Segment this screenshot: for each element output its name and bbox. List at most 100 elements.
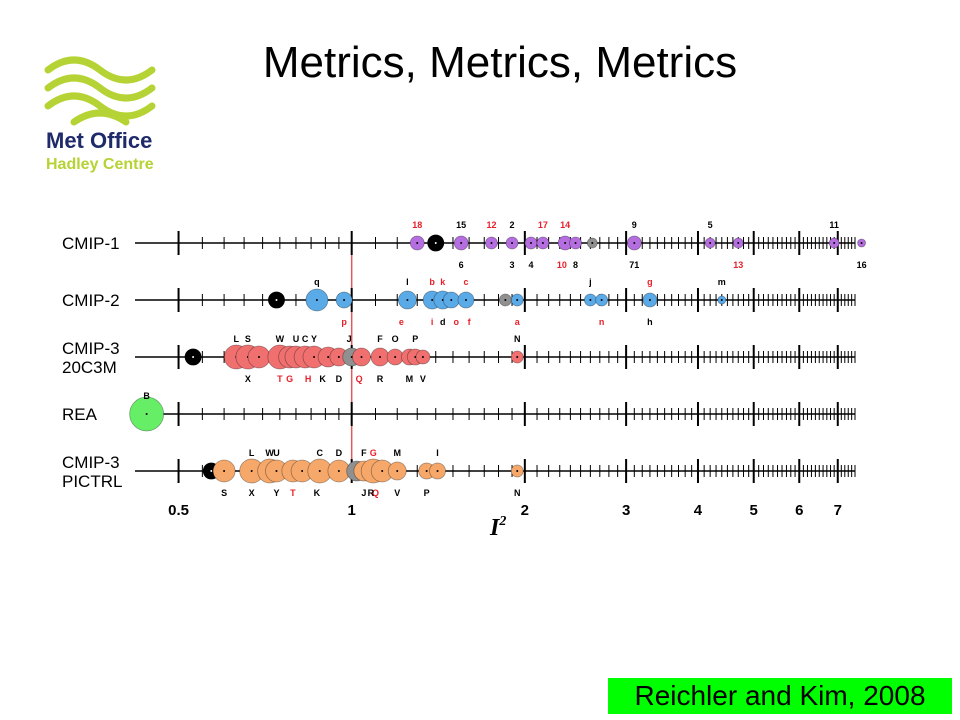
model-label: M xyxy=(406,374,414,384)
point-center xyxy=(516,356,519,358)
model-label: 13 xyxy=(733,260,743,270)
point-center xyxy=(315,299,318,301)
model-label: F xyxy=(361,448,367,458)
point-center xyxy=(434,242,437,244)
model-label: T xyxy=(290,488,296,498)
model-label: R xyxy=(368,488,375,498)
point-center xyxy=(327,356,330,358)
point-center xyxy=(589,299,592,301)
point-center xyxy=(860,242,863,244)
point-center xyxy=(720,299,723,301)
model-label: Q xyxy=(356,374,363,384)
row-label-line: CMIP-2 xyxy=(62,291,120,310)
row-label: CMIP-1 xyxy=(62,234,120,253)
model-label: L xyxy=(249,448,255,458)
row-label-line: REA xyxy=(62,405,98,424)
x-tick-label: 2 xyxy=(521,502,529,519)
model-label: b xyxy=(429,277,435,287)
model-label: q xyxy=(314,277,320,287)
point-center xyxy=(360,356,363,358)
point-center xyxy=(600,299,603,301)
model-label: 4 xyxy=(528,260,533,270)
model-label: j xyxy=(588,277,592,287)
model-label: J xyxy=(361,488,366,498)
model-label: l xyxy=(406,277,409,287)
point-center xyxy=(431,299,434,301)
x-tick-label: 5 xyxy=(750,502,758,519)
model-label: 9 xyxy=(632,220,637,230)
logo-line2: Hadley Centre xyxy=(46,156,154,173)
point-center xyxy=(541,242,544,244)
model-label: 71 xyxy=(629,260,639,270)
citation-box: Reichler and Kim, 2008 xyxy=(608,678,952,714)
point-center xyxy=(633,242,636,244)
model-label: 2 xyxy=(510,220,515,230)
model-label: 5 xyxy=(708,220,713,230)
point-center xyxy=(258,356,261,358)
model-label: h xyxy=(647,317,653,327)
model-label: U xyxy=(273,448,280,458)
model-label: m xyxy=(718,277,726,287)
model-label: p xyxy=(341,317,347,327)
row-label-line: PICTRL xyxy=(62,472,122,491)
point-center xyxy=(460,242,463,244)
model-label: g xyxy=(647,277,653,287)
point-center xyxy=(275,470,278,472)
point-center xyxy=(425,470,428,472)
point-center xyxy=(313,356,316,358)
model-label: M xyxy=(393,448,401,458)
point-center xyxy=(394,356,397,358)
point-center xyxy=(516,299,519,301)
logo-wave-stroke xyxy=(44,74,156,102)
row-label-line: CMIP-3 xyxy=(62,339,120,358)
point-center xyxy=(275,299,278,301)
model-label: D xyxy=(336,374,343,384)
model-label: H xyxy=(305,374,312,384)
point-center xyxy=(436,470,439,472)
model-label: L xyxy=(234,334,240,344)
model-label: D xyxy=(336,448,343,458)
page-title: Metrics, Metrics, Metrics xyxy=(262,38,738,87)
model-label: a xyxy=(515,317,521,327)
point-center xyxy=(406,299,409,301)
model-label: O xyxy=(392,334,399,344)
model-label: I xyxy=(436,448,439,458)
point-center xyxy=(379,356,382,358)
x-tick-label: 6 xyxy=(795,502,803,519)
point-center xyxy=(511,242,514,244)
x-axis-label-base: I xyxy=(489,515,501,541)
model-label: P xyxy=(412,334,418,344)
point-center xyxy=(833,242,836,244)
logo-wave-stroke xyxy=(44,56,156,84)
model-label: k xyxy=(440,277,446,287)
row-label: CMIP-3 PICTRL xyxy=(62,453,122,491)
model-label: K xyxy=(314,488,321,498)
model-label: 6 xyxy=(459,260,464,270)
point-center xyxy=(516,470,519,472)
point-center xyxy=(223,470,226,472)
model-label: S xyxy=(221,488,227,498)
point-center xyxy=(490,242,493,244)
model-label: Y xyxy=(273,488,279,498)
model-label: K xyxy=(319,374,326,384)
point-center xyxy=(416,242,419,244)
point-center xyxy=(337,356,340,358)
model-label: 10 xyxy=(557,260,567,270)
model-label: n xyxy=(599,317,605,327)
row-label-line: 20C3M xyxy=(62,358,117,377)
model-label: X xyxy=(249,488,255,498)
point-center xyxy=(396,470,399,472)
model-label: Q xyxy=(372,488,379,498)
model-label: S xyxy=(245,334,251,344)
x-tick-label: 7 xyxy=(834,502,842,519)
model-label: 17 xyxy=(538,220,548,230)
model-label: e xyxy=(399,317,404,327)
point-center xyxy=(350,356,353,358)
model-label: G xyxy=(286,374,293,384)
point-center xyxy=(421,356,424,358)
point-center xyxy=(709,242,712,244)
model-label: G xyxy=(370,448,377,458)
model-label: i xyxy=(431,317,434,327)
model-label: W xyxy=(276,334,285,344)
row-label-line: CMIP-3 xyxy=(62,453,120,472)
